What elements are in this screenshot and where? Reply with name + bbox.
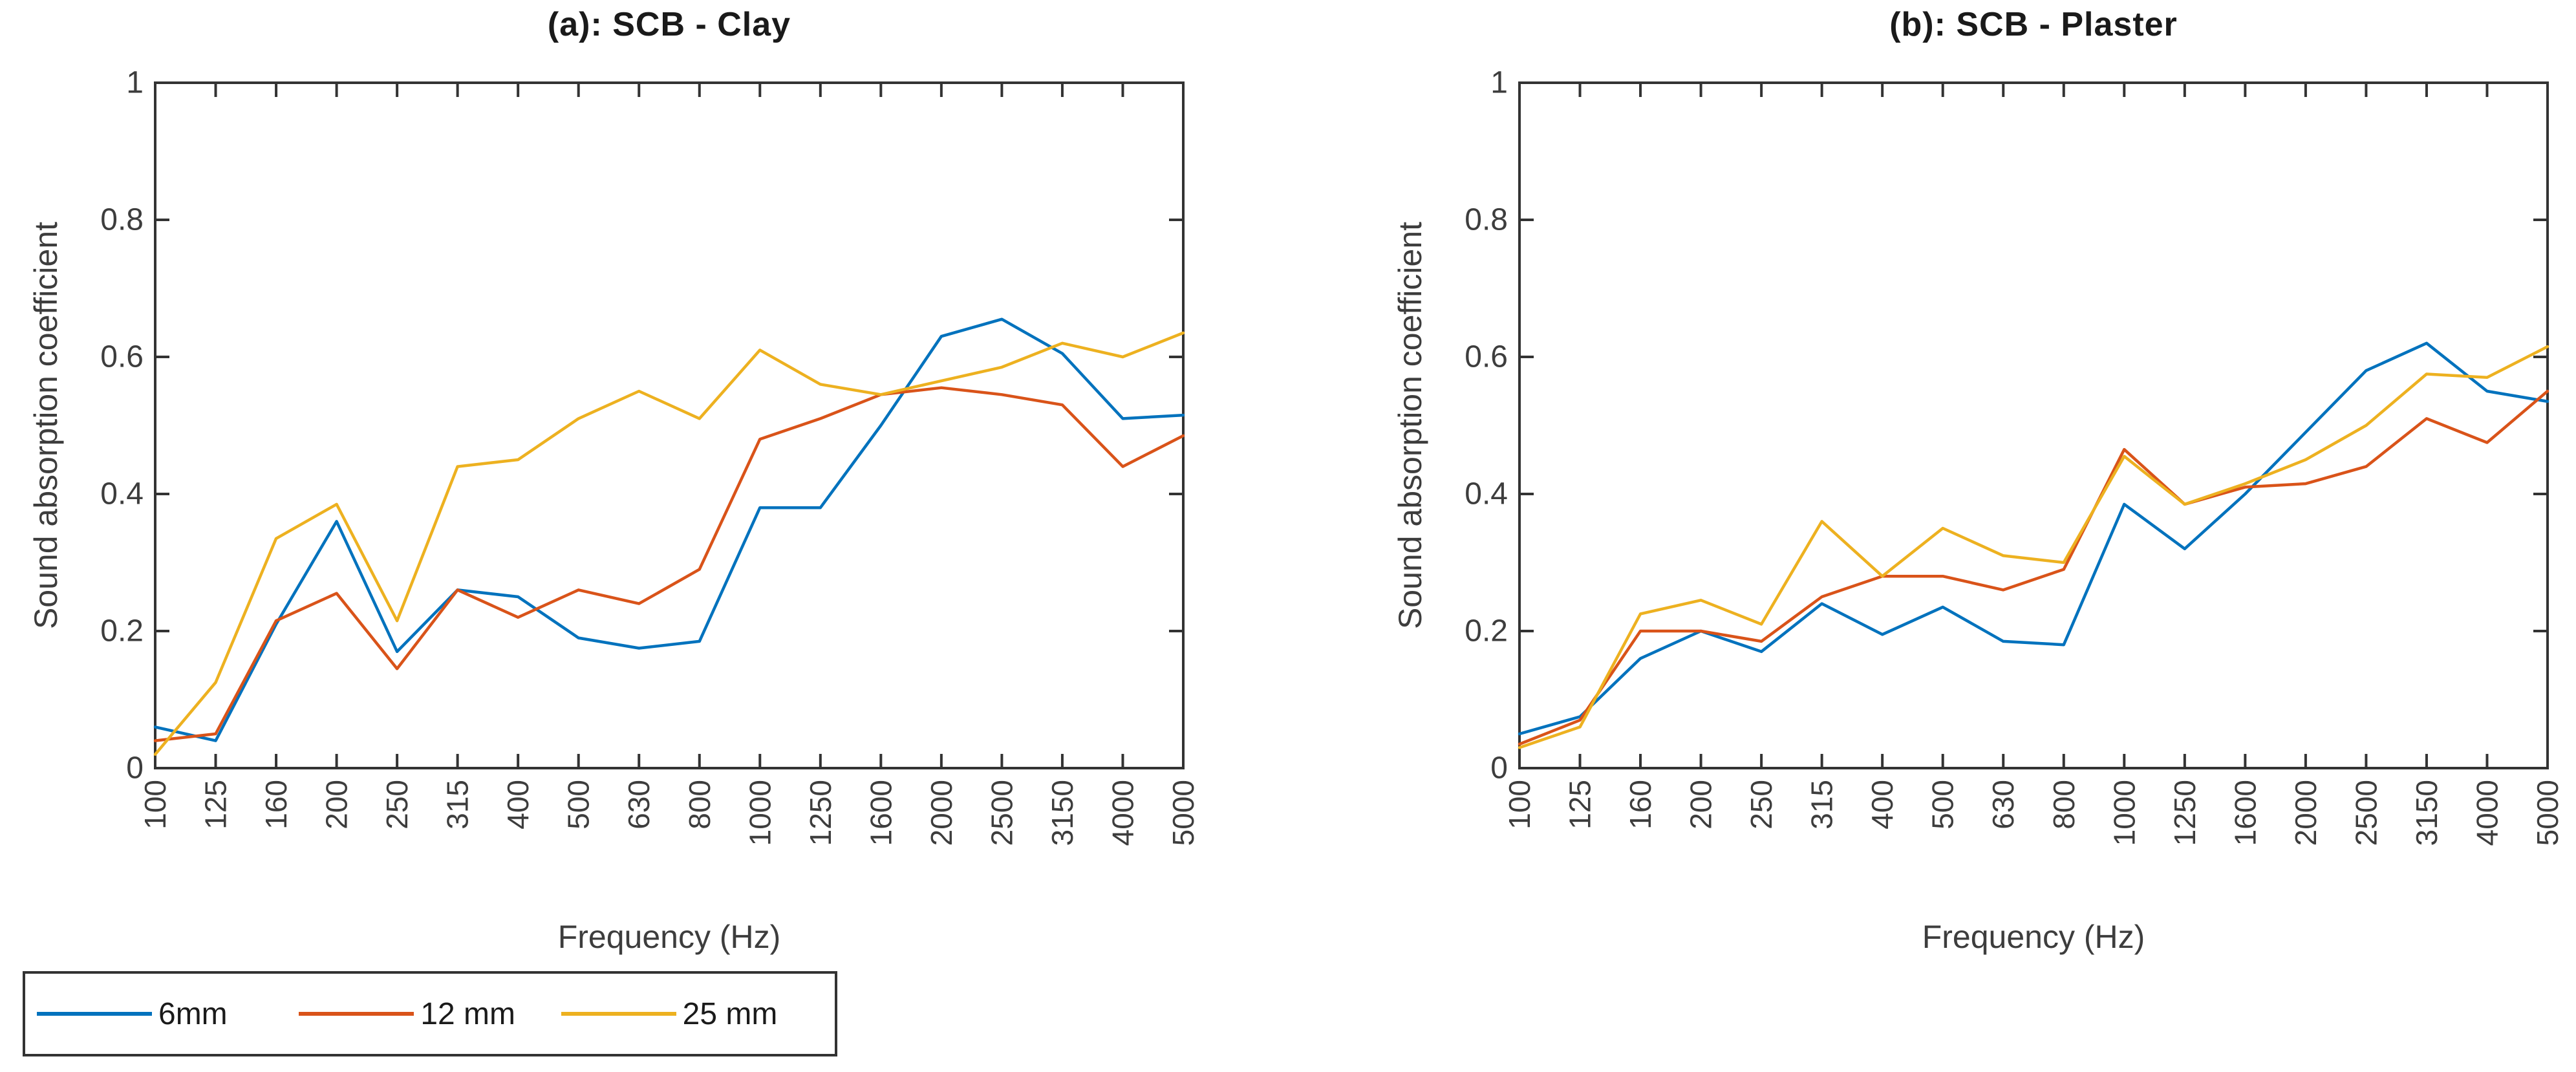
plot-area: 100 125 160 200 250 315 400 500 630 800 1000 1250 16… [1465, 66, 2564, 846]
x-tick-label: 3150 [1046, 780, 1079, 846]
legend-item-12mm: 12 mm [299, 996, 561, 1032]
x-tick-label: 125 [1563, 780, 1597, 830]
chart-scb-plaster: (b): SCB - Plaster Sound absorption coef… [1364, 0, 2576, 1009]
y-tick-label: 0.6 [100, 340, 144, 374]
x-tick-label: 2000 [2289, 780, 2323, 846]
series-line-25mm [1518, 345, 2549, 749]
plot-area: 100 125 160 200 250 315 400 500 630 800 1000 1250 16… [100, 66, 1200, 846]
legend-line-sample [37, 1012, 152, 1016]
x-tick-label: 100 [1503, 780, 1536, 830]
x-tick-label: 1600 [2228, 780, 2262, 846]
chart-title: (b): SCB - Plaster [1889, 6, 2178, 43]
y-tick-label: 1 [1490, 66, 1508, 100]
axes-box [154, 81, 1185, 769]
series-line-6mm [1518, 341, 2549, 736]
legend-label: 6mm [158, 996, 228, 1031]
x-tick-label: 2500 [985, 780, 1018, 846]
y-tick-label: 0.8 [1465, 203, 1508, 237]
x-axis-label: Frequency (Hz) [557, 919, 781, 955]
series-line-25mm [153, 331, 1185, 756]
y-tick-label: 1 [126, 66, 144, 100]
x-tick-label: 500 [1926, 780, 1960, 830]
x-tick-label: 5000 [2531, 780, 2564, 846]
series-line-6mm [153, 317, 1185, 742]
x-tick-label: 200 [320, 780, 354, 830]
x-tick-label: 800 [683, 780, 716, 830]
x-tick-label: 100 [138, 780, 172, 830]
x-tick-label: 5000 [1166, 780, 1200, 846]
x-tick-label: 1000 [2107, 780, 2141, 846]
x-tick-label: 1600 [864, 780, 897, 846]
x-tick-label: 160 [259, 780, 293, 830]
x-tick-label: 3150 [2410, 780, 2443, 846]
x-tick-label: 315 [441, 780, 475, 830]
x-tick-label: 125 [199, 780, 233, 830]
x-tick-label: 1000 [743, 780, 777, 846]
chart-scb-clay: (a): SCB - Clay Sound absorption coeffic… [0, 0, 1288, 1009]
x-tick-label: 500 [562, 780, 596, 830]
x-tick-label: 1250 [2168, 780, 2202, 846]
y-tick-label: 0.4 [100, 477, 144, 511]
x-tick-label: 400 [1865, 780, 1899, 830]
legend-label: 12 mm [420, 996, 516, 1031]
y-tick-label: 0.4 [1465, 477, 1508, 511]
y-tick-label: 0.2 [1465, 614, 1508, 649]
y-tick-label: 0.8 [100, 203, 144, 237]
x-tick-label: 630 [622, 780, 656, 830]
chart-title: (a): SCB - Clay [547, 6, 791, 43]
legend-box: 6mm 12 mm 25 mm [23, 971, 837, 1056]
legend-line-sample [561, 1012, 676, 1016]
legend-line-sample [299, 1012, 414, 1016]
x-tick-label: 630 [1986, 780, 2020, 830]
legend-item-25mm: 25 mm [561, 996, 823, 1032]
x-tick-label: 400 [501, 780, 535, 830]
x-tick-label: 200 [1684, 780, 1718, 830]
series-line-12mm [1518, 389, 2549, 746]
y-tick-label: 0.2 [100, 614, 144, 649]
y-tick-label: 0 [1490, 751, 1508, 786]
x-tick-label: 800 [2047, 780, 2081, 830]
x-tick-label: 1250 [804, 780, 837, 846]
x-tick-label: 250 [380, 780, 414, 830]
legend-label: 25 mm [682, 996, 778, 1031]
y-tick-label: 0.6 [1465, 340, 1508, 374]
axes-box [1518, 81, 2549, 769]
x-tick-label: 160 [1624, 780, 1657, 830]
series-line-12mm [153, 386, 1185, 742]
x-tick-label: 4000 [2470, 780, 2504, 846]
x-tick-label: 2500 [2349, 780, 2383, 846]
x-tick-label: 4000 [1106, 780, 1139, 846]
x-tick-label: 2000 [925, 780, 958, 846]
x-tick-label: 250 [1744, 780, 1778, 830]
legend-item-6mm: 6mm [37, 996, 299, 1032]
y-tick-label: 0 [126, 751, 144, 786]
x-axis-label: Frequency (Hz) [1922, 919, 2145, 955]
x-tick-label: 315 [1805, 780, 1839, 830]
